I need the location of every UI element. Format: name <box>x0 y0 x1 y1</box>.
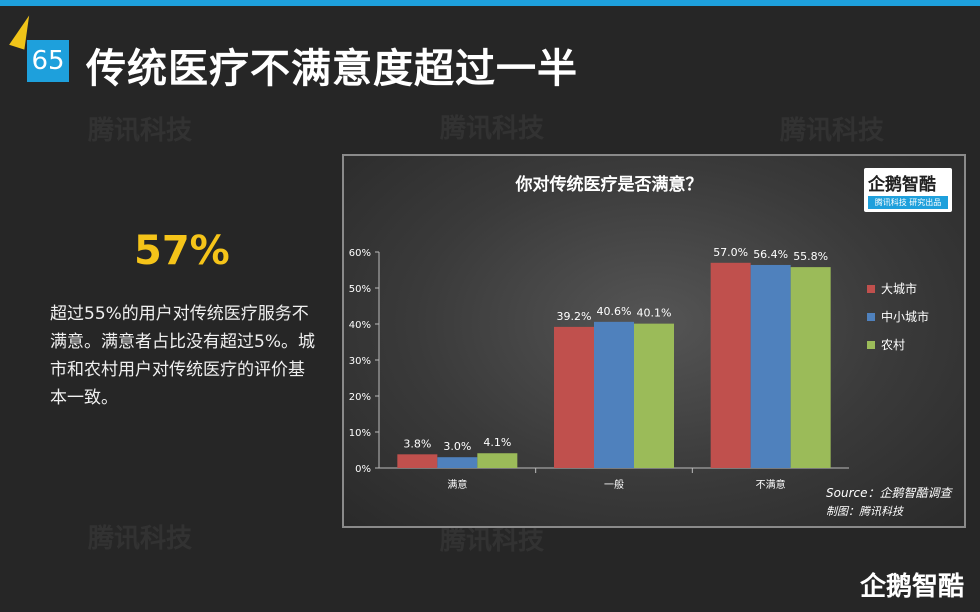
footer-logo: 企鹅智酷 <box>860 572 965 602</box>
legend-swatch <box>867 341 875 349</box>
data-label: 57.0% <box>713 246 748 259</box>
legend-swatch <box>867 313 875 321</box>
chart-source: Source：企鹅智酷调查 <box>826 486 953 500</box>
bar <box>477 453 518 468</box>
y-tick-label: 60% <box>349 248 371 259</box>
bar <box>790 267 831 468</box>
chart-title: 你对传统医疗是否满意？ <box>515 174 703 195</box>
x-tick-label: 一般 <box>604 478 624 491</box>
y-tick-label: 50% <box>349 284 371 295</box>
bar <box>634 323 674 468</box>
description-text: 超过55%的用户对传统医疗服务不满意。满意者占比没有超过5%。城市和农村用户对传… <box>50 304 315 408</box>
legend-swatch <box>867 285 875 293</box>
data-label: 55.8% <box>793 250 828 263</box>
x-tick-label: 不满意 <box>756 478 786 491</box>
data-label: 3.8% <box>403 437 431 450</box>
page-title: 传统医疗不满意度超过一半 <box>86 46 578 92</box>
chart-panel: 你对传统医疗是否满意？ 0% 10% 20% 30% 40% 50% 60% 3.8% 3.0% 4… <box>342 154 966 528</box>
bar-chart: 你对传统医疗是否满意？ 0% 10% 20% 30% 40% 50% 60% 3.8% 3.0% 4… <box>349 174 954 518</box>
highlight-percentage: 57% <box>134 228 230 274</box>
top-accent-bar <box>0 0 980 6</box>
legend-label: 中小城市 <box>881 309 929 324</box>
chart-credit: 制图：腾讯科技 <box>826 505 905 518</box>
watermark-text: 腾讯科技 <box>88 524 193 554</box>
chart-logo-subtitle: 腾讯科技 研究出品 <box>868 196 948 209</box>
data-label: 4.1% <box>483 436 511 449</box>
bar <box>397 454 438 468</box>
data-label: 3.0% <box>443 440 471 453</box>
bar <box>710 262 751 468</box>
legend-label: 农村 <box>881 338 905 352</box>
bar <box>594 321 634 468</box>
y-tick-label: 40% <box>349 320 371 331</box>
data-label: 40.1% <box>637 307 672 320</box>
chart-logo: 企鹅智酷 腾讯科技 研究出品 <box>864 168 952 212</box>
legend-label: 大城市 <box>881 281 917 296</box>
slide-number: 65 <box>27 40 69 82</box>
data-label: 40.6% <box>597 305 632 318</box>
y-tick-label: 30% <box>349 356 371 367</box>
watermark-text: 腾讯科技 <box>88 116 193 146</box>
y-tick-label: 0% <box>355 464 371 475</box>
data-label: 56.4% <box>753 248 788 261</box>
bar <box>437 457 478 468</box>
watermark-text: 腾讯科技 <box>440 114 545 144</box>
watermark-text: 腾讯科技 <box>780 116 885 146</box>
watermark-text: 腾讯科技 <box>440 526 545 556</box>
chart-logo-text: 企鹅智酷 <box>868 175 936 195</box>
x-tick-label: 满意 <box>447 478 467 491</box>
y-tick-label: 20% <box>349 392 371 403</box>
data-label: 39.2% <box>557 310 592 323</box>
y-tick-label: 10% <box>349 428 371 439</box>
bar <box>554 326 594 468</box>
bar <box>750 264 791 468</box>
